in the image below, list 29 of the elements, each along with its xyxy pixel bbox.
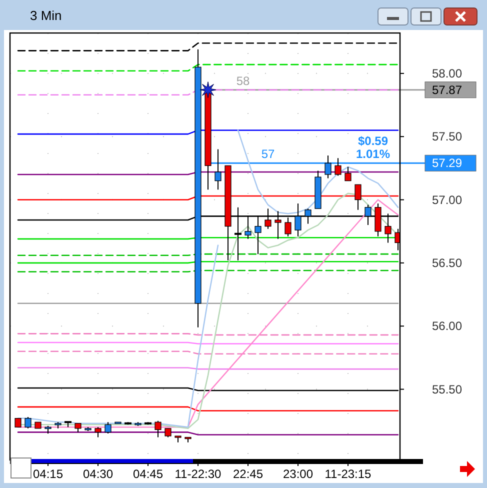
annotation: $0.59: [358, 134, 388, 148]
candlestick: [344, 166, 352, 182]
x-tick-label: 23:00: [282, 467, 314, 481]
candlestick: [154, 420, 162, 438]
y-tick-label: 56.50: [432, 256, 462, 270]
annotation: 57: [261, 147, 275, 162]
annotation: 1.01%: [356, 147, 390, 162]
candlestick: [214, 148, 222, 190]
candlestick: [324, 155, 332, 179]
x-tick-label: 04:30: [82, 467, 114, 481]
candlestick: [104, 422, 112, 434]
candlestick: [24, 416, 32, 429]
y-tick-label: 57.00: [432, 192, 462, 207]
x-tick-label: 22:45: [232, 467, 264, 481]
x-tick-label: 11-23:15: [324, 467, 372, 481]
y-tick-label: 58.00: [432, 66, 462, 80]
x-tick-label: 11-22:30: [174, 467, 222, 481]
chart-title: 3 Min: [30, 8, 62, 23]
candlestick: [334, 158, 342, 176]
ref-line-label: 57.29: [432, 156, 462, 170]
y-tick-label: 55.50: [432, 382, 462, 396]
candlestick: [94, 426, 102, 438]
y-tick-label: 56.00: [432, 319, 462, 334]
annotation: 58: [236, 74, 250, 88]
ref-line-label: 57.87: [432, 82, 462, 97]
x-tick-label: 04:15: [32, 467, 64, 481]
y-tick-label: 57.50: [432, 130, 462, 144]
x-tick-label: 04:45: [132, 467, 164, 481]
candlestick: [354, 184, 362, 210]
